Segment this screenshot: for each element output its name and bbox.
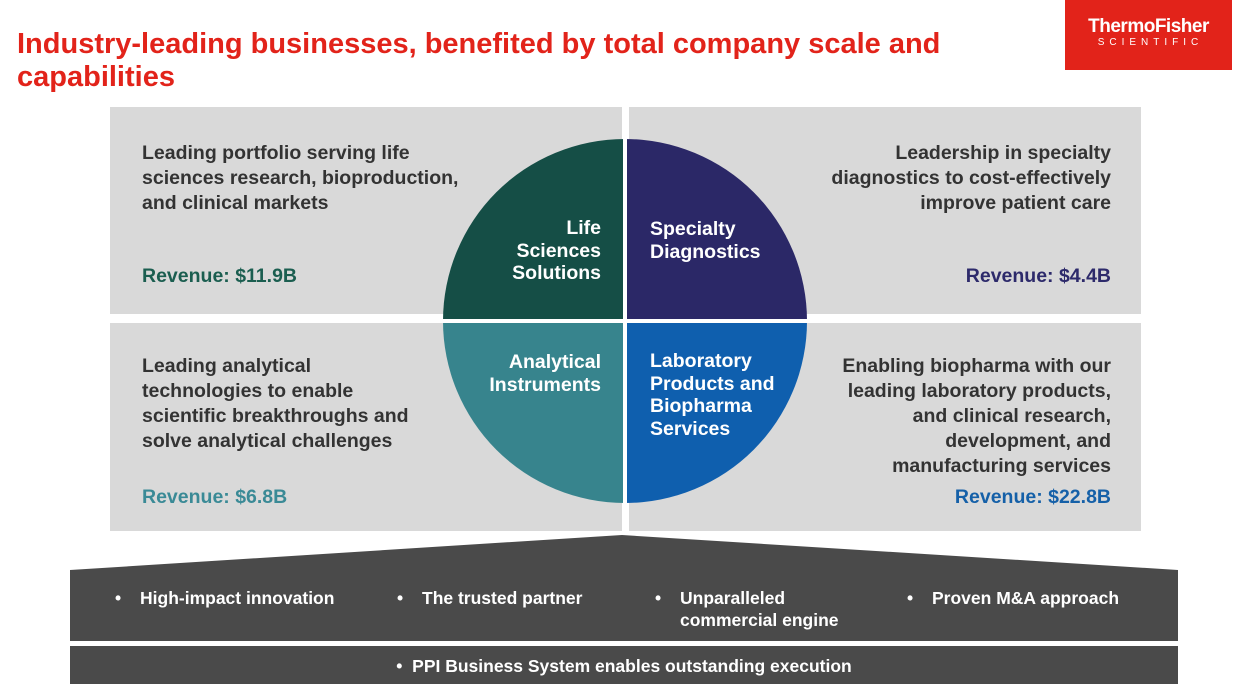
life-sciences-segment	[443, 139, 625, 321]
ppi-foundation-bar: • PPI Business System enables outstandin…	[70, 646, 1178, 684]
lab-products-description: Enabling biopharma with our leading labo…	[842, 355, 1111, 477]
ppi-foundation-text: • PPI Business System enables outstandin…	[396, 656, 852, 676]
specialty-diagnostics-description: Leadership in specialty diagnostics to c…	[831, 142, 1111, 214]
pillar-trusted-partner: • The trusted partner	[397, 588, 583, 608]
pillar-innovation: • High-impact innovation	[115, 588, 335, 608]
thermo-fisher-logo: ThermoFisher SCIENTIFIC	[1065, 0, 1232, 70]
specialty-diagnostics-segment	[625, 139, 807, 321]
life-sciences-revenue: Revenue: $11.9B	[142, 265, 298, 287]
logo-wordmark: ThermoFisher	[1088, 16, 1209, 37]
lab-products-segment	[625, 321, 807, 503]
logo-subtitle: SCIENTIFIC	[1097, 37, 1204, 48]
pillar-commercial-engine: • Unparalleled commercial engine	[655, 588, 839, 630]
lab-products-revenue: Revenue: $22.8B	[954, 486, 1111, 508]
analytical-instruments-description: Leading analytical technologies to enabl…	[142, 355, 409, 452]
pillar-ma-approach: • Proven M&A approach	[907, 588, 1120, 608]
page-title: Industry-leading businesses, benefited b…	[17, 28, 941, 93]
lab-products-label: Laboratory Products and Biopharma Servic…	[650, 350, 775, 440]
segments-circle	[440, 136, 810, 506]
specialty-diagnostics-label: Specialty Diagnostics	[650, 218, 761, 263]
specialty-diagnostics-revenue: Revenue: $4.4B	[965, 265, 1111, 287]
analytical-instruments-label: Analytical Instruments	[489, 351, 601, 396]
analytical-instruments-revenue: Revenue: $6.8B	[142, 486, 288, 508]
life-sciences-label: Life Sciences Solutions	[512, 217, 601, 284]
life-sciences-description: Leading portfolio serving life sciences …	[142, 142, 459, 214]
analytical-instruments-segment	[443, 321, 625, 503]
